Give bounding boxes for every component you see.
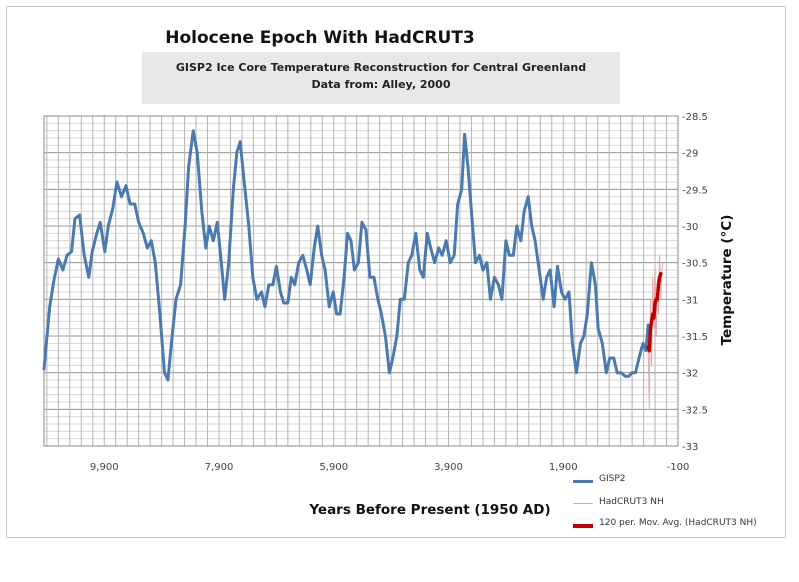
- x-tick-label: 5,900: [319, 462, 348, 473]
- subtitle-line-1: GISP2 Ice Core Temperature Reconstructio…: [175, 61, 587, 74]
- y-tick-label: -30.5: [682, 259, 708, 270]
- y-tick-label: -28.5: [682, 112, 708, 123]
- x-tick-label: 1,900: [549, 462, 578, 473]
- legend-label-hadcrut3: HadCRUT3 NH: [599, 497, 664, 507]
- y-tick-label: -29: [682, 149, 698, 160]
- plot-border: [43, 115, 679, 447]
- legend-swatch-gisp2: [573, 480, 593, 483]
- y-tick-label: -33: [682, 442, 698, 453]
- y-tick-label: -32.5: [682, 405, 708, 416]
- series-line-3: [646, 271, 663, 353]
- legend-swatch-hadcrut3: [573, 503, 593, 504]
- y-tick-label: -29.5: [682, 185, 708, 196]
- y-tick-label: -30: [682, 222, 698, 233]
- x-tick-label: 3,900: [434, 462, 463, 473]
- legend-label-gisp2: GISP2: [599, 474, 626, 484]
- y-tick-label: -31: [682, 295, 698, 306]
- y-tick-label: -31.5: [682, 332, 708, 343]
- x-tick-label: 7,900: [205, 462, 234, 473]
- chart-title: Holocene Epoch With HadCRUT3: [165, 28, 475, 48]
- series-line-1: [42, 129, 650, 382]
- legend-swatch-moving-average: [573, 524, 593, 528]
- y-axis-label: Temperature (°C): [719, 214, 735, 346]
- subtitle-line-2: Data from: Alley, 2000: [311, 78, 451, 91]
- subtitle-box: GISP2 Ice Core Temperature Reconstructio…: [142, 52, 620, 104]
- x-tick-label: 9,900: [90, 462, 119, 473]
- x-axis-label: Years Before Present (1950 AD): [309, 502, 551, 518]
- y-tick-label: -32: [682, 369, 698, 380]
- x-tick-label: -100: [667, 462, 690, 473]
- legend-label-moving-average: 120 per. Mov. Avg. (HadCRUT3 NH): [599, 518, 757, 528]
